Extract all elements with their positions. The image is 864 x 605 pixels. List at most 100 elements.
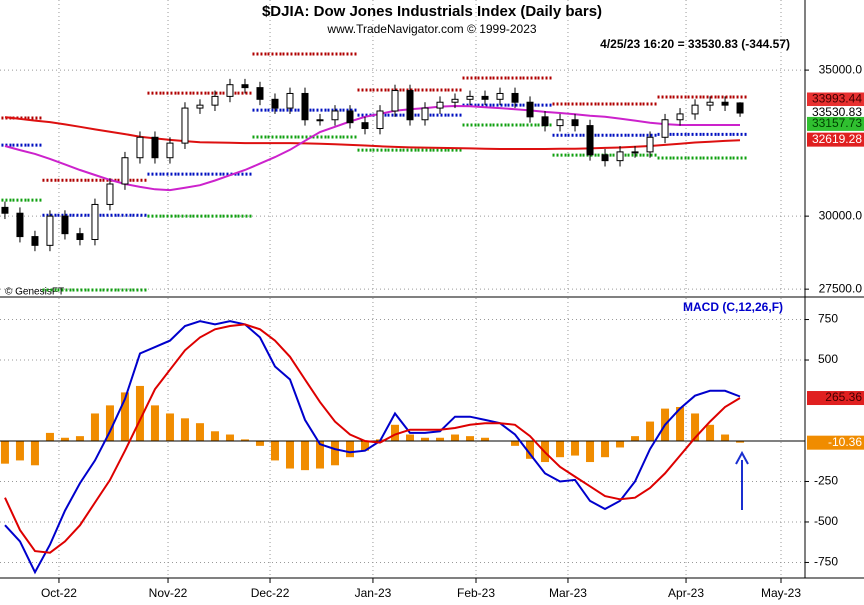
histogram-bar xyxy=(30,440,39,466)
histogram-bar xyxy=(466,436,475,441)
macd-title: MACD (C,12,26,F) xyxy=(683,300,783,314)
last-value-box xyxy=(807,92,864,107)
histogram-bar xyxy=(300,440,309,471)
candle-body xyxy=(511,92,519,103)
histogram-bar xyxy=(225,434,234,441)
candle-body xyxy=(121,157,129,185)
chart-title: $DJIA: Dow Jones Industrials Index (Dail… xyxy=(262,3,602,20)
candle-body xyxy=(46,215,54,246)
candle-body xyxy=(391,90,399,112)
last-value-box xyxy=(807,106,864,121)
histogram-bar xyxy=(195,423,204,441)
candle-body xyxy=(286,92,294,109)
histogram-bar xyxy=(571,440,580,456)
moving-average xyxy=(4,116,741,150)
histogram-bar xyxy=(345,440,354,458)
candle-body xyxy=(1,206,9,214)
histogram-bar xyxy=(330,440,339,466)
candle-body xyxy=(451,98,459,103)
candle-body xyxy=(736,102,744,114)
y-tick-label: 27500.0 xyxy=(819,281,863,295)
histogram-bar xyxy=(165,413,174,441)
last-value-label: 33993.44 xyxy=(812,92,862,106)
histogram-bar xyxy=(511,440,520,446)
macd-line xyxy=(4,323,741,554)
candle-body xyxy=(316,119,324,122)
histogram-bar xyxy=(451,434,460,441)
histogram-bar xyxy=(180,418,189,441)
candle-body xyxy=(136,136,144,159)
histogram-bar xyxy=(255,440,264,446)
y-tick-label: -250 xyxy=(814,474,838,488)
candle-body xyxy=(331,110,339,121)
histogram-bar xyxy=(240,439,249,441)
histogram-bar xyxy=(586,440,595,463)
histogram-bar xyxy=(285,440,294,469)
histogram-bar xyxy=(526,440,535,459)
histogram-bar xyxy=(75,436,84,441)
candle-body xyxy=(436,101,444,109)
y-tick-label: 35000.0 xyxy=(819,62,863,76)
macd-line xyxy=(4,320,741,575)
histogram-bar xyxy=(135,385,144,441)
candle-body xyxy=(211,95,219,106)
candle-body xyxy=(541,116,549,127)
histogram-bar xyxy=(601,440,610,458)
candle-body xyxy=(421,107,429,121)
arrow-head xyxy=(735,450,749,465)
histogram-bar xyxy=(556,440,565,458)
last-value-box xyxy=(807,116,864,131)
candle-body xyxy=(241,84,249,89)
histogram-bar xyxy=(0,440,9,464)
histogram-bar xyxy=(120,392,129,441)
histogram-bar xyxy=(646,421,655,441)
last-value-label: 265.36 xyxy=(825,390,862,404)
candle-body xyxy=(496,92,504,100)
candle-body xyxy=(406,90,414,121)
candle-body xyxy=(646,136,654,153)
candle-body xyxy=(31,236,39,246)
candle-body xyxy=(556,119,564,127)
last-value-label: 33157.73 xyxy=(812,116,862,130)
histogram-bar xyxy=(676,406,685,441)
candle-body xyxy=(256,87,264,100)
chart-subtitle: www.TradeNavigator.com © 1999-2023 xyxy=(326,22,536,36)
last-value-box xyxy=(807,435,864,450)
x-tick-label: Oct-22 xyxy=(41,586,77,600)
histogram-bar xyxy=(481,437,490,441)
candle-body xyxy=(706,101,714,106)
x-tick-label: May-23 xyxy=(761,586,801,600)
x-tick-label: Nov-22 xyxy=(149,586,188,600)
histogram-bar xyxy=(631,436,640,441)
y-tick-label: 750 xyxy=(818,312,838,326)
histogram-bar xyxy=(406,434,415,441)
candle-body xyxy=(151,136,159,159)
candle-body xyxy=(76,233,84,241)
candle-body xyxy=(196,104,204,109)
candle-body xyxy=(106,183,114,205)
histogram-bar xyxy=(150,405,159,441)
candle-body xyxy=(481,95,489,100)
histogram-bar xyxy=(390,424,399,441)
last-value-box xyxy=(807,132,864,147)
candle-body xyxy=(586,125,594,156)
last-value-box xyxy=(807,391,864,406)
candle-body xyxy=(601,154,609,162)
last-value-label: -10.36 xyxy=(828,435,862,449)
candle-body xyxy=(661,119,669,138)
histogram-bar xyxy=(706,424,715,441)
histogram-bar xyxy=(210,431,219,441)
x-tick-label: Dec-22 xyxy=(251,586,290,600)
histogram-bar xyxy=(45,432,54,441)
histogram-bar xyxy=(360,440,369,451)
candle-body xyxy=(16,212,24,238)
histogram-bar xyxy=(90,413,99,441)
x-tick-label: Feb-23 xyxy=(457,586,495,600)
histogram-bar xyxy=(691,413,700,441)
candle-body xyxy=(166,142,174,159)
candle-body xyxy=(631,151,639,154)
x-tick-label: Mar-23 xyxy=(549,586,587,600)
histogram-bar xyxy=(60,437,69,441)
arrow xyxy=(735,450,749,510)
